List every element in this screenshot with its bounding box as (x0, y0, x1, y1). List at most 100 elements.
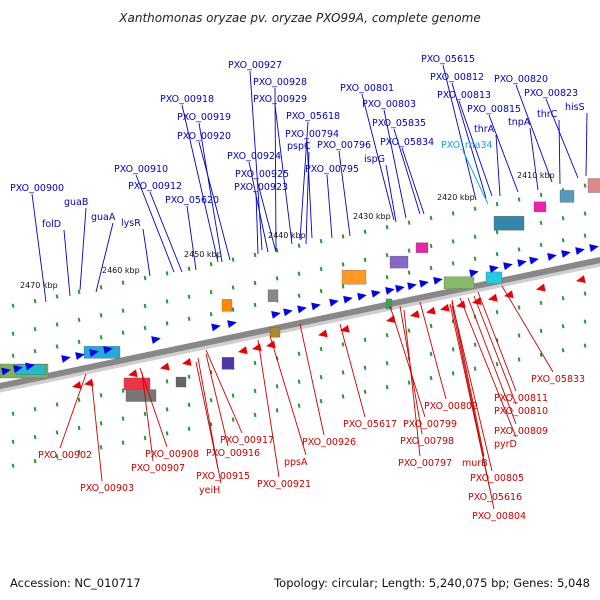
gene-label[interactable]: PXO_00795 (305, 164, 359, 175)
gene-label[interactable]: PXO_00921 (257, 479, 311, 490)
gene-label[interactable]: PXO_00910 (114, 164, 168, 175)
gene-label[interactable]: PXO_00916 (206, 448, 260, 459)
plus-strand-gene[interactable] (561, 248, 571, 258)
gene-label[interactable]: PXO_00924 (227, 151, 281, 162)
minus-strand-gene[interactable] (471, 297, 482, 307)
plus-strand-gene[interactable] (1, 366, 11, 376)
gene-label[interactable]: PXO_00823 (524, 88, 578, 99)
plus-strand-gene[interactable] (503, 260, 513, 271)
gene-label[interactable]: PXO_00912 (128, 181, 182, 192)
gene-label[interactable]: PXO_00900 (10, 183, 64, 194)
plus-strand-gene[interactable] (575, 245, 585, 255)
plus-strand-gene[interactable] (589, 242, 599, 253)
minus-strand-gene[interactable] (159, 362, 170, 373)
gene-label[interactable]: ppsA (284, 457, 308, 468)
minus-strand-gene[interactable] (237, 346, 248, 356)
gene-label[interactable]: PXO_00929 (253, 94, 307, 105)
gene-label[interactable]: PXO_05617 (343, 419, 397, 430)
gene-labels[interactable]: PXO_00927 PXO_00928 PXO_00929 PXO_05618 PXO_… (10, 54, 585, 522)
gene-label[interactable]: PXO_05835 (372, 118, 426, 129)
plus-strand-gene[interactable] (61, 353, 71, 363)
gene-label[interactable]: PXO_00903 (80, 483, 134, 494)
gene-label[interactable]: PXO_00902 (38, 450, 92, 461)
gene-label[interactable]: tnpA (508, 117, 531, 128)
plus-strand-gene[interactable] (385, 285, 395, 295)
minus-strand-gene[interactable] (181, 358, 192, 368)
gene-label[interactable]: PXO_00801 (340, 83, 394, 94)
plus-strand-gene[interactable] (343, 294, 353, 304)
gene-label[interactable]: ispG (364, 154, 385, 165)
gene-label[interactable]: guaA (91, 212, 116, 223)
gene-label[interactable]: PXO_00794 (285, 129, 339, 140)
gene-label[interactable]: hisS (565, 102, 585, 113)
gene-label[interactable]: PXO_00799 (403, 419, 457, 430)
gene-label[interactable]: PXO_00919 (177, 112, 231, 123)
minus-strand-gene[interactable] (317, 329, 328, 339)
gene-label[interactable]: PXO_00918 (160, 94, 214, 105)
gene-label[interactable]: PXO_00915 (196, 471, 250, 482)
gene-label[interactable]: PXO_00804 (472, 511, 526, 522)
gene-label[interactable]: PXO_00920 (177, 131, 231, 142)
gene-label[interactable]: yeiH (199, 485, 220, 496)
minus-strand-gene[interactable] (71, 381, 82, 391)
minus-strand-gene[interactable] (425, 306, 436, 317)
gene-label[interactable]: murB (462, 458, 488, 469)
minus-strand-gene[interactable] (83, 378, 94, 389)
plus-strand-gene[interactable] (371, 288, 381, 298)
plus-strand-gene[interactable] (517, 257, 527, 268)
plus-strand-gene[interactable] (271, 309, 281, 319)
gene-label[interactable]: PXO_00927 (228, 60, 282, 71)
gene-label[interactable]: PXO_05616 (468, 492, 522, 503)
minus-strand-gene[interactable] (127, 369, 138, 379)
gene-label[interactable]: PXO_05834 (380, 137, 434, 148)
gene-label[interactable]: PXO_00820 (494, 74, 548, 85)
gene-label[interactable]: PXO_00928 (253, 77, 307, 88)
plus-strand-gene[interactable] (329, 297, 339, 307)
gene-label[interactable]: guaB (64, 197, 88, 208)
gene-label[interactable]: lysR (121, 218, 141, 229)
plus-strand-gene[interactable] (489, 263, 499, 274)
gene-label[interactable]: PXO_00811 (494, 393, 548, 404)
minus-strand-gene[interactable] (439, 303, 450, 314)
plus-strand-gene[interactable] (547, 251, 557, 261)
gene-label[interactable]: thrC (537, 109, 558, 120)
gene-label[interactable]: PXO_00923 (234, 182, 288, 193)
plus-strand-gene[interactable] (103, 344, 113, 355)
plus-strand-gene[interactable] (211, 322, 221, 332)
gene-label[interactable]: PXO_00907 (131, 463, 185, 474)
minus-strand-gene[interactable] (535, 283, 546, 294)
gene-label[interactable]: pyrD (494, 439, 517, 450)
plus-strand-gene[interactable] (395, 283, 405, 293)
gene-label[interactable]: PXO_00796 (317, 140, 371, 151)
gene-label[interactable]: PXO_00815 (467, 104, 521, 115)
gene-label[interactable]: PXO_00926 (302, 437, 356, 448)
minus-strand-gene[interactable] (339, 324, 350, 335)
gene-label[interactable]: PXO_rna34 (441, 140, 493, 151)
plus-strand-gene[interactable] (25, 361, 35, 371)
plus-strand-gene[interactable] (357, 291, 367, 301)
gene-label[interactable]: PXO_00803 (362, 99, 416, 110)
gene-label[interactable]: PXO_05618 (286, 111, 340, 122)
plus-strand-gene[interactable] (311, 301, 321, 311)
gene-label[interactable]: thrA (474, 124, 495, 135)
plus-strand-gene[interactable] (407, 281, 417, 291)
plus-strand-gene[interactable] (529, 255, 539, 265)
gene-label[interactable]: PXO_00810 (494, 406, 548, 417)
gene-label[interactable]: PXO_00812 (430, 72, 484, 83)
plus-strand-gene[interactable] (283, 307, 293, 317)
gene-label[interactable]: PXO_00805 (470, 473, 524, 484)
gene-label[interactable]: PXO_00802 (424, 401, 478, 412)
gene-arrows[interactable] (1, 242, 599, 390)
minus-strand-gene[interactable] (575, 275, 586, 285)
plus-strand-gene[interactable] (297, 304, 307, 314)
gene-label[interactable]: PXO_05833 (531, 374, 585, 385)
gene-label[interactable]: PXO_00797 (398, 458, 452, 469)
gene-label[interactable]: PXO_00908 (145, 449, 199, 460)
plus-strand-gene[interactable] (419, 278, 429, 288)
plus-strand-gene[interactable] (75, 350, 85, 360)
minus-strand-gene[interactable] (487, 293, 498, 304)
minus-strand-gene[interactable] (503, 290, 514, 300)
gene-label[interactable]: PXO_05620 (165, 195, 219, 206)
gene-label[interactable]: PXO_05615 (421, 54, 475, 65)
